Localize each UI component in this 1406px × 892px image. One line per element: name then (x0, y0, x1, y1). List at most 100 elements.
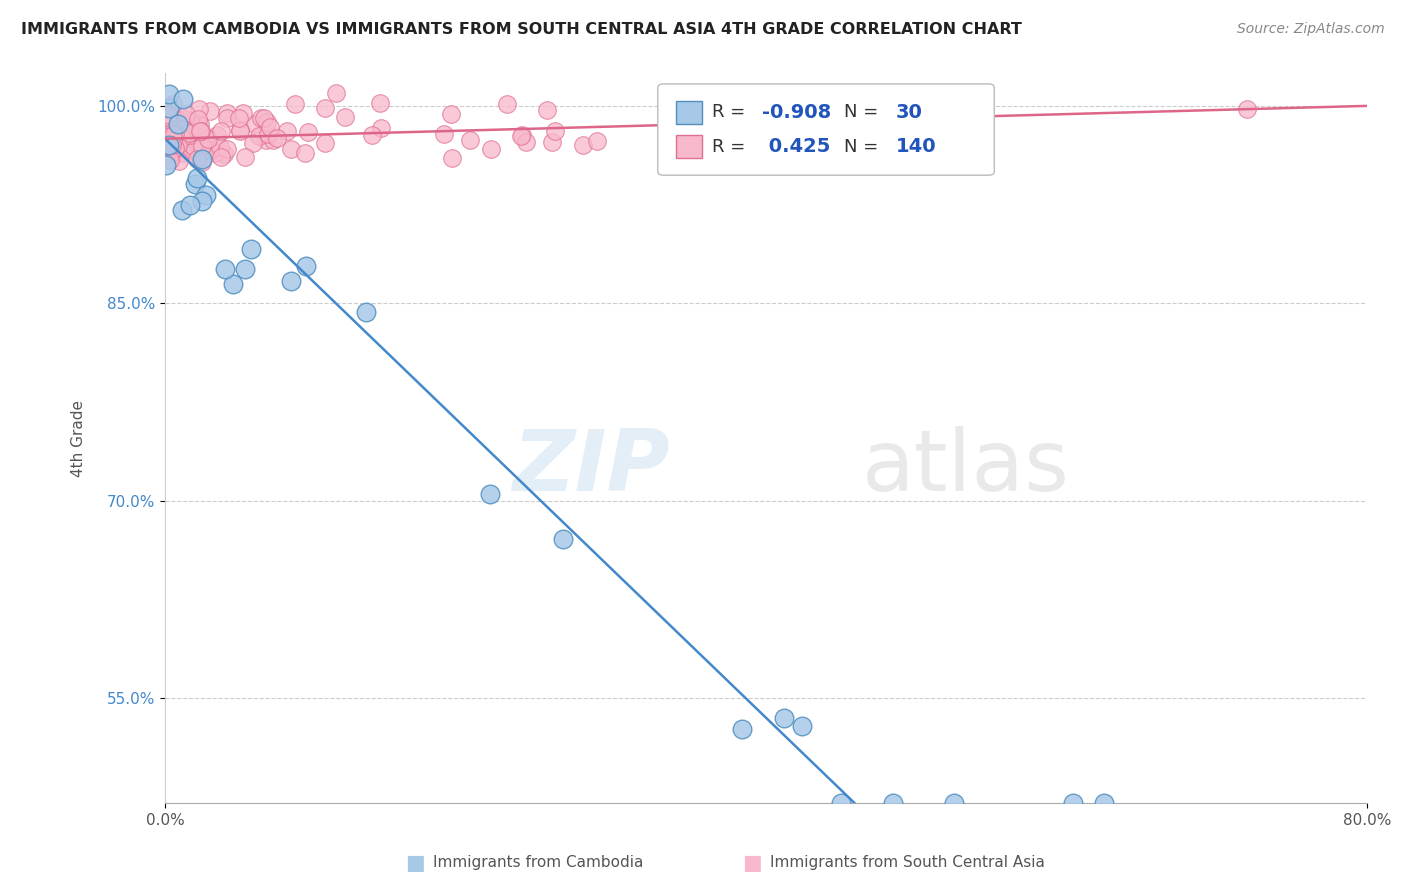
Point (162, 141, 184, 155)
Point (207, 128, 229, 143)
Text: atlas: atlas (862, 425, 1070, 508)
Point (155, 131, 177, 145)
Point (536, 103, 558, 117)
Point (162, 133, 184, 147)
Point (439, 107, 461, 121)
Point (165, 137, 187, 152)
Point (176, 125, 198, 139)
Text: Immigrants from Cambodia: Immigrants from Cambodia (433, 855, 644, 870)
Point (191, 154, 214, 169)
Point (162, 126, 184, 140)
Point (1062, 796, 1084, 810)
Point (174, 112, 197, 127)
Point (157, 87, 180, 102)
Point (157, 128, 180, 143)
Point (217, 112, 239, 126)
Point (190, 143, 212, 157)
Point (173, 132, 195, 146)
Point (540, 135, 562, 149)
Point (188, 102, 211, 116)
Point (160, 112, 183, 126)
Point (479, 142, 502, 156)
Text: 30: 30 (896, 103, 922, 122)
Text: ZIP: ZIP (512, 425, 669, 508)
Point (370, 120, 392, 135)
Point (179, 128, 201, 143)
Point (155, 158, 177, 172)
Text: R =: R = (711, 137, 751, 156)
Text: Source: ZipAtlas.com: Source: ZipAtlas.com (1237, 22, 1385, 37)
Point (157, 101, 180, 115)
Point (882, 796, 904, 810)
Point (177, 121, 200, 136)
Point (458, 133, 481, 147)
Point (243, 117, 266, 131)
Point (256, 114, 278, 128)
Point (153, 103, 176, 117)
Point (259, 120, 281, 134)
Point (943, 796, 966, 810)
Point (190, 124, 212, 138)
Point (314, 136, 336, 150)
Point (181, 125, 204, 139)
Point (731, 722, 754, 736)
Point (571, 137, 593, 152)
Point (325, 86, 347, 100)
Point (156, 139, 179, 153)
Point (262, 133, 284, 147)
Point (163, 112, 186, 126)
Point (217, 106, 239, 120)
Point (209, 150, 232, 164)
Point (166, 117, 188, 131)
Point (167, 141, 190, 155)
Point (162, 115, 184, 129)
Point (200, 103, 222, 118)
Point (186, 170, 208, 185)
Point (544, 123, 567, 137)
Point (495, 96, 517, 111)
Point (209, 140, 232, 154)
Point (294, 145, 316, 160)
Point (186, 153, 208, 167)
Text: 0.425: 0.425 (762, 137, 831, 156)
Point (159, 138, 181, 153)
Point (156, 142, 179, 156)
Point (314, 101, 336, 115)
Point (155, 132, 177, 146)
Point (209, 124, 232, 138)
Point (333, 110, 356, 124)
Point (188, 149, 211, 163)
Text: 140: 140 (896, 137, 936, 156)
Point (194, 187, 217, 202)
Point (214, 261, 236, 276)
Point (280, 274, 302, 288)
Point (157, 137, 180, 152)
Point (159, 140, 181, 154)
Point (162, 136, 184, 151)
Point (169, 128, 191, 143)
Point (232, 105, 254, 120)
Point (181, 139, 204, 153)
Point (156, 108, 179, 122)
Point (157, 121, 180, 136)
Text: R =: R = (711, 103, 751, 121)
FancyBboxPatch shape (676, 135, 702, 159)
Text: IMMIGRANTS FROM CAMBODIA VS IMMIGRANTS FROM SOUTH CENTRAL ASIA 4TH GRADE CORRELA: IMMIGRANTS FROM CAMBODIA VS IMMIGRANTS F… (21, 22, 1022, 37)
Point (179, 197, 201, 211)
Point (221, 277, 243, 292)
Point (256, 127, 278, 141)
Point (170, 115, 193, 129)
Point (510, 128, 533, 143)
Text: ■: ■ (742, 853, 762, 872)
Point (515, 135, 537, 149)
Point (247, 128, 270, 143)
Point (188, 116, 211, 130)
Point (160, 143, 183, 157)
Point (162, 147, 184, 161)
Point (191, 139, 214, 153)
Point (239, 243, 262, 257)
Point (156, 128, 179, 142)
Point (432, 128, 454, 142)
Point (188, 124, 211, 138)
Point (441, 152, 464, 166)
